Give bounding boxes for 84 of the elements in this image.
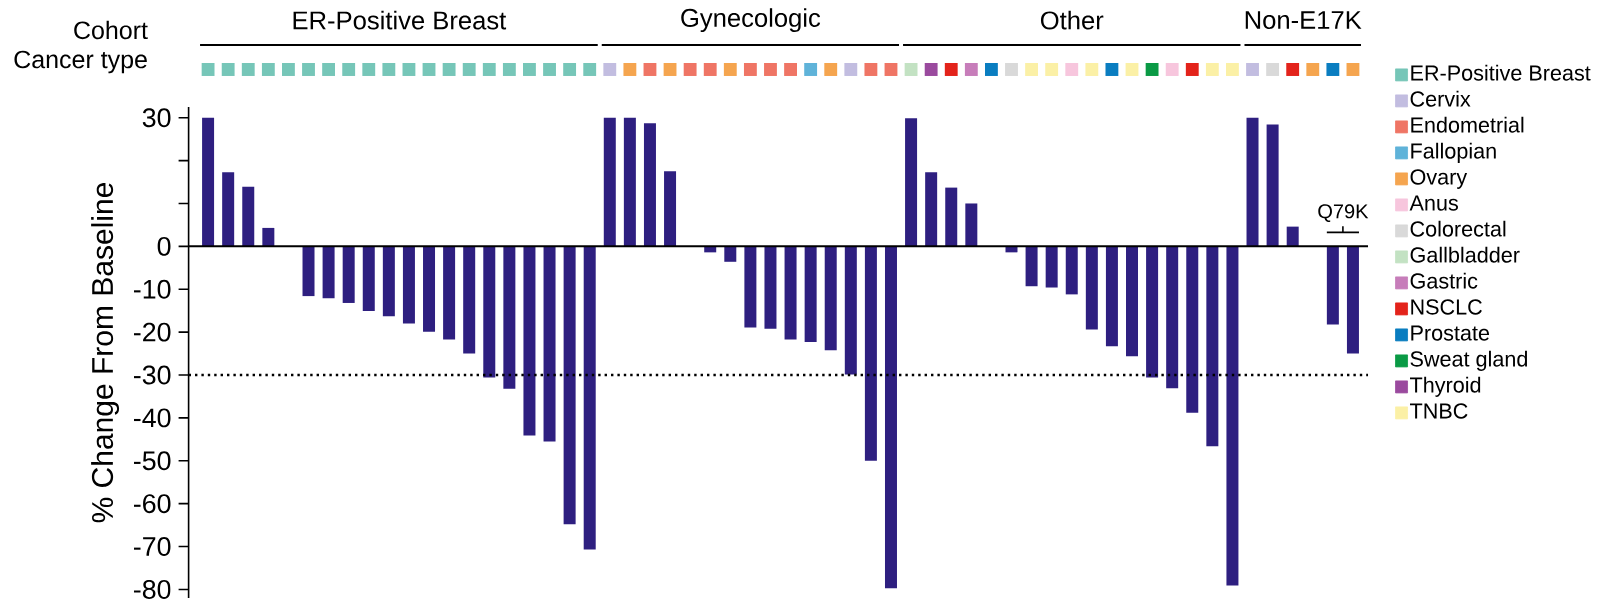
bar: [1025, 246, 1038, 287]
text: Non-E17K: [1245, 11, 1362, 30]
bar: [262, 227, 275, 247]
bar: [302, 246, 315, 297]
bar: [744, 246, 757, 328]
legend-label: Cervix: [1410, 90, 1471, 107]
bar: [623, 117, 636, 247]
y-tick-label: -80: [133, 579, 171, 599]
bar: [1126, 246, 1139, 357]
bar: [1065, 246, 1078, 295]
bar: [945, 187, 958, 247]
bar: [423, 246, 436, 332]
y-tick-label: 30: [142, 108, 171, 128]
bar: [523, 246, 536, 436]
y-tick-label: 0: [157, 236, 171, 256]
bar: [1286, 226, 1299, 247]
legend-label: ER-Positive Breast: [1411, 64, 1591, 81]
bar: [543, 246, 556, 442]
bar: [884, 246, 897, 589]
bar: [643, 123, 656, 247]
legend-label: Colorectal: [1410, 220, 1506, 237]
bar: [1186, 246, 1199, 413]
bar: [202, 117, 215, 247]
bar: [844, 246, 857, 375]
bar: [503, 246, 516, 389]
bar: [222, 172, 235, 247]
y-axis-title: % Change From Baseline: [91, 182, 120, 523]
y-tick-label: -70: [133, 537, 171, 557]
text: Gynecologic: [681, 8, 821, 33]
y-tick-label: -60: [133, 494, 171, 514]
bar: [362, 246, 375, 312]
legend-label: Anus: [1409, 195, 1458, 211]
bar: [905, 118, 918, 247]
bar: [1326, 246, 1339, 325]
bar: [402, 246, 415, 324]
bar: [804, 246, 817, 342]
legend-label: NSCLC: [1411, 299, 1482, 315]
bar: [583, 246, 596, 550]
bar: [382, 246, 395, 317]
y-tick-label: -20: [133, 322, 171, 342]
text: Cohort: [74, 20, 148, 40]
bar: [724, 246, 737, 262]
legend-label: Sweat gland: [1410, 350, 1527, 371]
bar: [1346, 246, 1359, 354]
bar: [443, 246, 456, 340]
bar: [1266, 124, 1279, 247]
bar: [925, 172, 938, 247]
bar: [483, 246, 496, 378]
legend-label: Thyroid: [1410, 376, 1481, 397]
bar: [242, 186, 255, 247]
legend-label: Endometrial: [1411, 116, 1524, 133]
legend-label: Fallopian: [1411, 142, 1496, 163]
bar: [1226, 246, 1239, 586]
legend-label: Ovary: [1410, 169, 1468, 189]
y-tick-label: -50: [133, 451, 171, 471]
bar: [1206, 246, 1219, 447]
bar: [664, 171, 677, 247]
bar: [463, 246, 476, 354]
bar: [1146, 246, 1159, 378]
y-axis-title: Cancer type: [14, 50, 147, 74]
text: Other: [1040, 10, 1104, 30]
bar: [1166, 246, 1179, 389]
y-tick-label: -30: [133, 365, 171, 385]
legend-label: Prostate: [1411, 325, 1490, 341]
bar: [864, 246, 877, 461]
bar: [1045, 246, 1058, 288]
legend-label: Gastric: [1410, 272, 1478, 289]
bar: [764, 246, 777, 329]
text: ER-Positive Breast: [293, 10, 507, 30]
bar: [824, 246, 837, 351]
bar: [322, 246, 335, 299]
bar: [342, 246, 355, 303]
bar: [784, 246, 797, 340]
bar: [965, 203, 978, 247]
y-tick-label: -10: [133, 279, 171, 299]
bar: [1246, 117, 1259, 247]
bar: [603, 117, 616, 247]
annotation: Q79K: [1318, 204, 1369, 222]
bar: [1085, 246, 1098, 330]
bar: [563, 246, 576, 525]
legend-label: Gallbladder: [1410, 246, 1520, 263]
legend-label: TNBC: [1410, 403, 1468, 419]
y-tick-label: -40: [133, 408, 171, 428]
bar: [1105, 246, 1118, 347]
